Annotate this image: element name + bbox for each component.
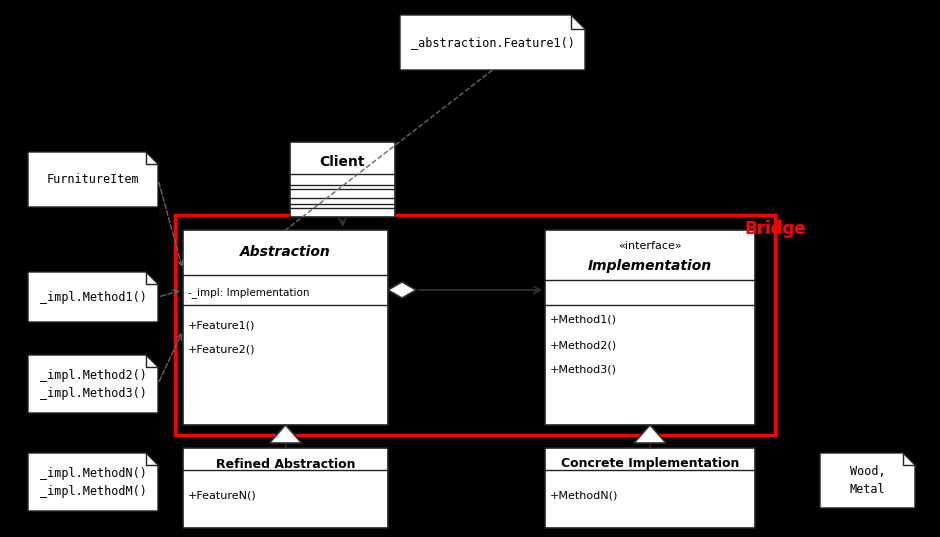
Text: _impl.Method2()
_impl.Method3(): _impl.Method2() _impl.Method3() (39, 368, 147, 400)
Text: Refined Abstraction: Refined Abstraction (216, 458, 355, 470)
Text: _impl.Method1(): _impl.Method1() (39, 291, 147, 303)
Text: Implementation: Implementation (588, 259, 713, 273)
Text: +Method1(): +Method1() (550, 315, 617, 325)
Polygon shape (28, 355, 158, 413)
Bar (183, 230, 388, 425)
Polygon shape (28, 152, 158, 207)
Bar (545, 230, 755, 425)
Text: +Feature1(): +Feature1() (188, 320, 256, 330)
Bar (545, 448, 755, 528)
Text: _abstraction.Feature1(): _abstraction.Feature1() (411, 36, 574, 49)
Text: +Method2(): +Method2() (550, 340, 618, 350)
Bar (175, 215, 775, 435)
Polygon shape (28, 272, 158, 322)
Text: +FeatureN(): +FeatureN() (188, 490, 257, 500)
Polygon shape (634, 425, 666, 443)
Text: Concrete Implementation: Concrete Implementation (561, 458, 739, 470)
Polygon shape (28, 453, 158, 511)
Polygon shape (400, 15, 585, 70)
Bar (183, 448, 388, 528)
Text: FurnitureItem: FurnitureItem (47, 173, 139, 186)
Text: -_impl: Implementation: -_impl: Implementation (188, 287, 309, 299)
Text: Abstraction: Abstraction (240, 245, 331, 259)
Text: Client: Client (320, 155, 366, 169)
Polygon shape (270, 425, 302, 443)
Polygon shape (820, 453, 915, 508)
Text: +Feature2(): +Feature2() (188, 345, 256, 355)
Text: +MethodN(): +MethodN() (550, 490, 619, 500)
Text: +Method3(): +Method3() (550, 365, 617, 375)
Text: _impl.MethodN()
_impl.MethodM(): _impl.MethodN() _impl.MethodM() (39, 467, 147, 497)
Polygon shape (388, 282, 416, 298)
Text: Bridge: Bridge (745, 220, 807, 238)
Bar (290, 142, 395, 217)
Text: «contains»: «contains» (450, 273, 511, 283)
Text: «interface»: «interface» (619, 241, 681, 251)
Text: Wood,
Metal: Wood, Metal (850, 465, 885, 496)
